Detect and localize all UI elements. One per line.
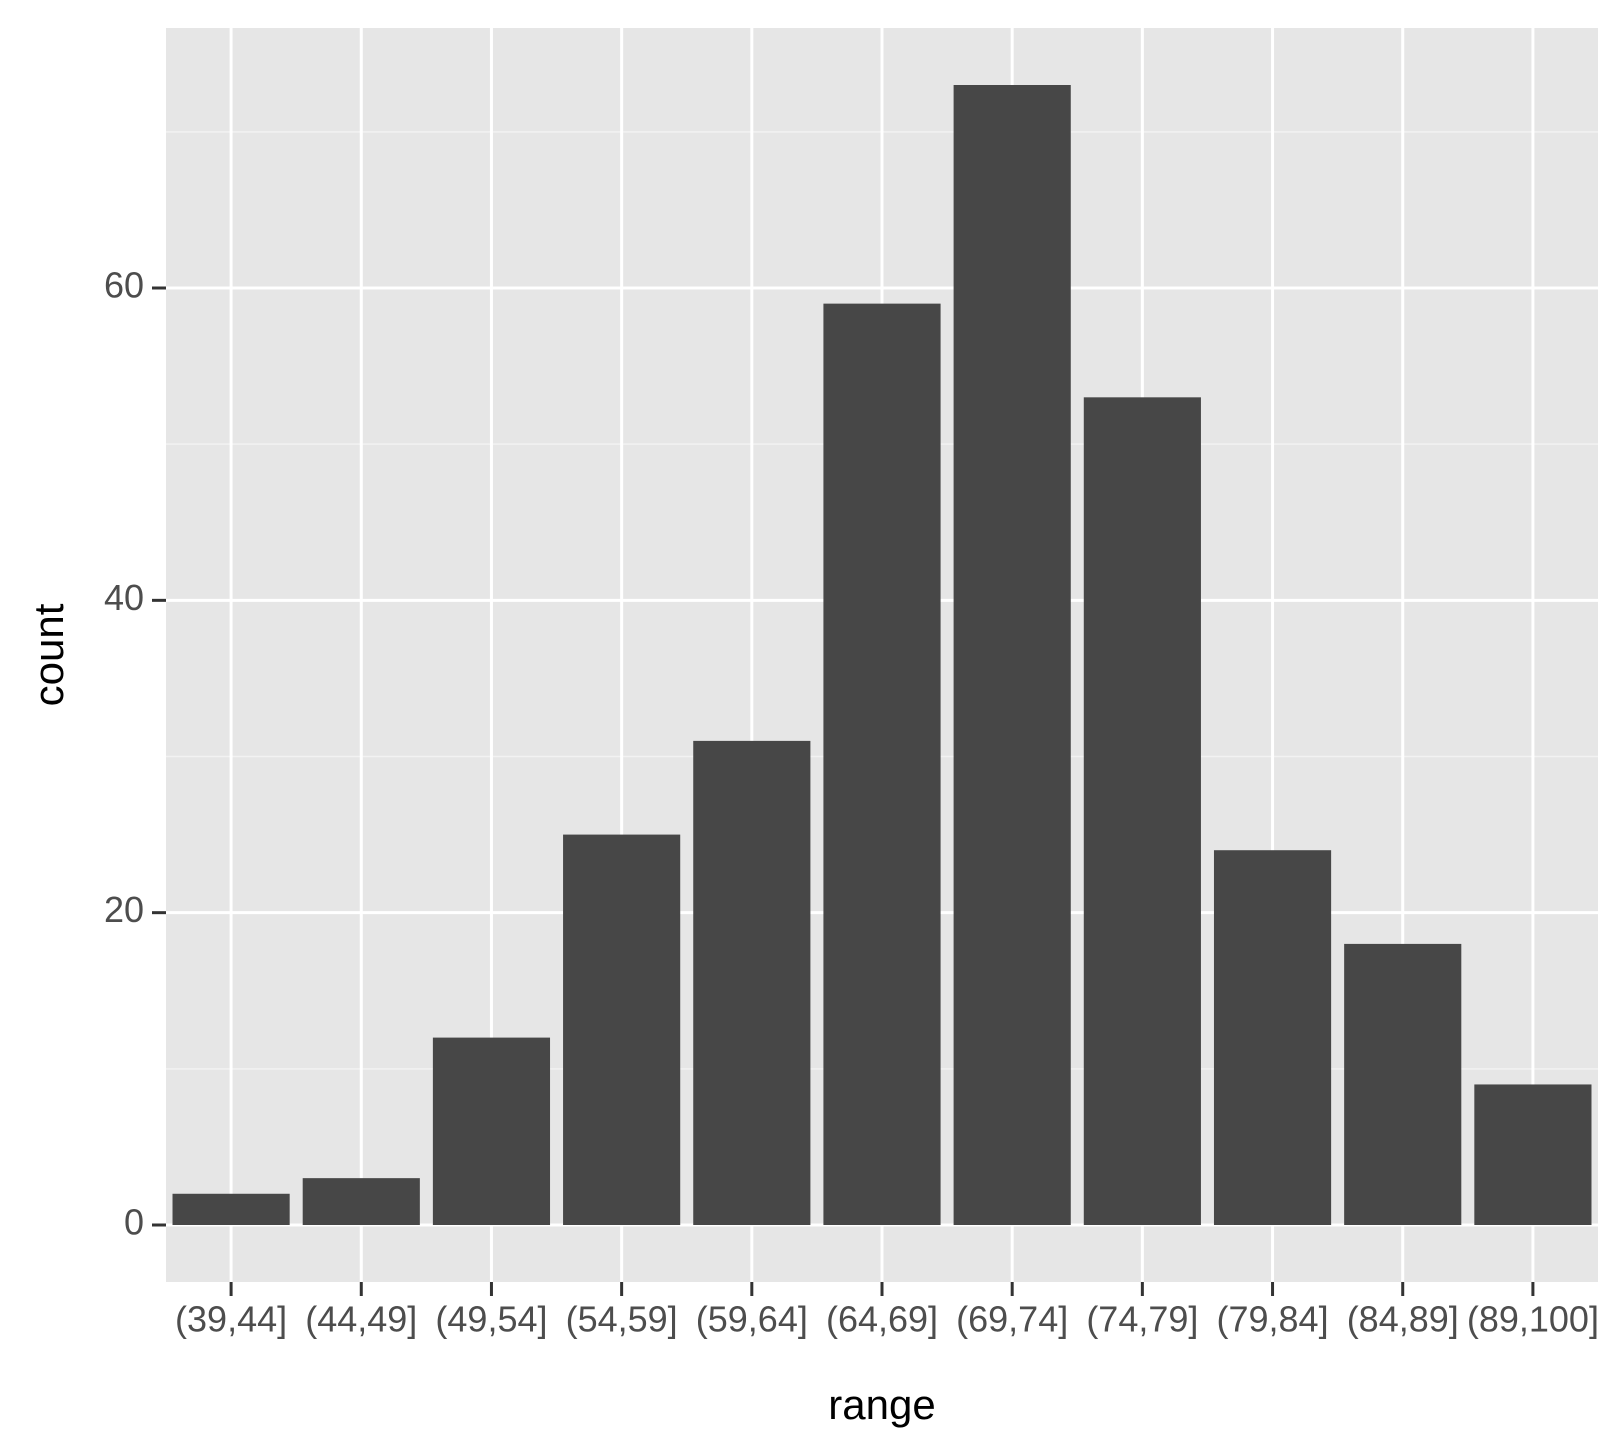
bar [1474, 1084, 1592, 1225]
x-tick-label: (49,54] [435, 1299, 547, 1340]
y-tick-label: 60 [104, 265, 144, 306]
bar [432, 1037, 551, 1225]
y-axis-title: count [25, 603, 72, 706]
bar [563, 834, 681, 1225]
x-tick-label: (64,69] [826, 1299, 938, 1340]
x-tick-label: (79,84] [1217, 1299, 1329, 1340]
x-axis-title: range [828, 1381, 935, 1428]
x-tick-label: (54,59] [566, 1299, 678, 1340]
bar [953, 85, 1071, 1225]
x-tick-label: (44,49] [305, 1299, 417, 1340]
x-tick-label: (89,100] [1467, 1299, 1599, 1340]
bar [302, 1178, 420, 1225]
y-tick-label: 20 [104, 889, 144, 930]
y-tick-label: 40 [104, 577, 144, 618]
bar [823, 303, 941, 1225]
bar [1344, 943, 1462, 1225]
y-tick-label: 0 [124, 1202, 144, 1243]
x-tick-label: (59,64] [696, 1299, 808, 1340]
x-tick-label: (74,79] [1086, 1299, 1198, 1340]
x-tick-label: (84,89] [1347, 1299, 1459, 1340]
bars [172, 85, 1592, 1226]
bar [172, 1193, 290, 1225]
x-tick-label: (69,74] [956, 1299, 1068, 1340]
bar [1213, 850, 1332, 1225]
bar [1083, 397, 1201, 1226]
bar [693, 740, 811, 1225]
x-tick-label: (39,44] [175, 1299, 287, 1340]
